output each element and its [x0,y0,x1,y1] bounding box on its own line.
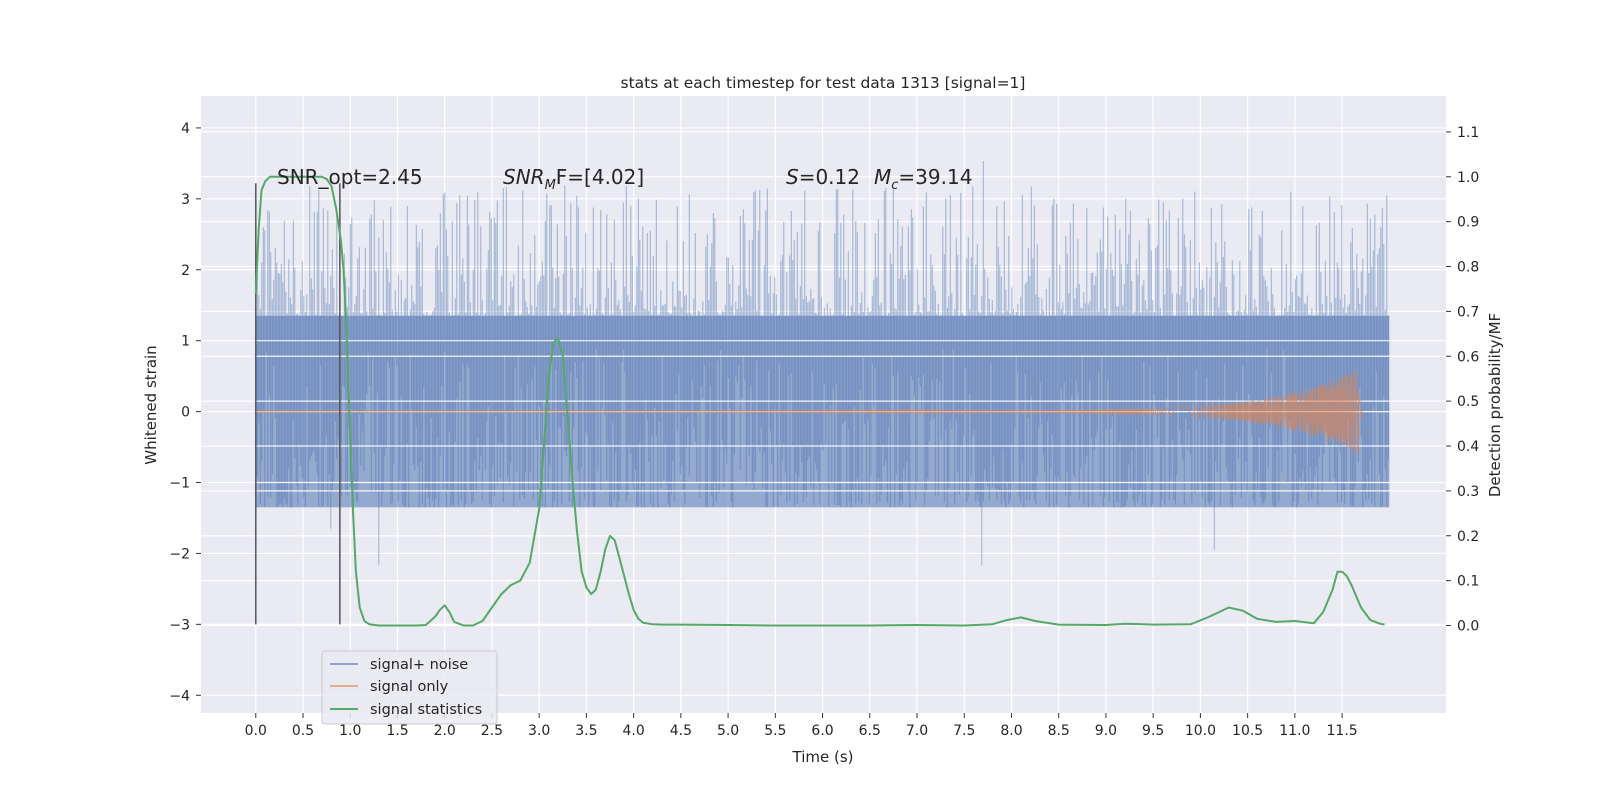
y-left-axis-label: Whitened strain [142,345,160,464]
x-tick-label: 1.0 [339,723,361,739]
y-right-tick-label: 0.0 [1457,618,1479,634]
signal-only-series [255,369,1364,455]
y-left-tick-label: 1 [181,334,190,350]
x-tick-label: 11.0 [1279,723,1310,739]
annotation-snr-mf: SNRMF=[4.02] [503,165,644,193]
x-tick-label: 5.0 [717,723,739,739]
y-right-tick-label: 1.1 [1457,125,1479,141]
x-tick-label: 0.0 [245,723,267,739]
y-right-tick-label: 0.7 [1457,304,1479,320]
x-tick-label: 10.5 [1232,723,1263,739]
y-right-axis-label: Detection probability/MF [1486,313,1504,497]
y-right-tick-label: 0.2 [1457,529,1479,545]
x-tick-label: 4.5 [670,723,692,739]
x-tick-label: 5.5 [764,723,786,739]
y-left-tick-label: 4 [181,121,190,137]
x-axis-ticks: 0.0 0.5 1.0 1.5 2.0 2.5 3.0 3.5 4.0 4.5 5.0 5.5 6.0 6… [245,713,1358,739]
x-tick-label: 6.5 [859,723,881,739]
x-tick-label: 3.0 [528,723,550,739]
x-tick-label: 6.0 [811,723,833,739]
x-tick-label: 2.0 [434,723,456,739]
y-left-tick-label: 2 [181,263,190,279]
x-tick-label: 2.5 [481,723,503,739]
x-tick-label: 4.0 [622,723,644,739]
y-right-tick-label: 0.4 [1457,439,1479,455]
y-left-tick-label: −3 [169,617,190,633]
legend-label-signal-statistics: signal statistics [370,702,482,718]
y-right-tick-label: 0.9 [1457,215,1479,231]
legend-label-signal-plus-noise: signal+ noise [370,657,468,673]
y-left-tick-label: −1 [169,476,190,492]
y-right-axis-ticks: 0.0 0.1 0.2 0.3 0.4 0.5 0.6 0.7 0.8 0.9 1.0 1.1 [1446,125,1479,634]
x-tick-label: 1.5 [386,723,408,739]
x-tick-label: 3.5 [575,723,597,739]
y-right-tick-label: 0.1 [1457,574,1479,590]
legend-box [321,650,498,725]
signal-statistics-line [254,175,1385,627]
x-tick-label: 10.0 [1185,723,1216,739]
window-markers [255,183,341,625]
y-right-tick-label: 0.3 [1457,484,1479,500]
annotation-snr-opt: SNR_opt=2.45 [277,165,423,189]
x-tick-label: 7.0 [906,723,928,739]
signal-statistics-series [254,175,1385,627]
x-tick-label: 9.0 [1095,723,1117,739]
y-left-axis-ticks: −4 −3 −2 −1 0 1 2 3 4 [169,121,201,704]
signal-only-line [255,369,1364,455]
x-tick-label: 0.5 [292,723,314,739]
chart-title: stats at each timestep for test data 131… [621,74,1026,92]
x-tick-label: 8.5 [1048,723,1070,739]
legend: signal+ noise signal only signal statist… [321,650,498,725]
annotation-s-mc: S=0.12 Mc=39.14 [786,165,972,193]
x-axis-label: Time (s) [792,748,854,766]
y-right-tick-label: 0.5 [1457,394,1479,410]
x-tick-label: 8.0 [1000,723,1022,739]
y-right-tick-label: 0.6 [1457,349,1479,365]
y-left-tick-label: 0 [181,405,190,421]
y-left-tick-label: −4 [169,688,190,704]
y-right-tick-label: 1.0 [1457,170,1479,186]
y-left-tick-label: −2 [169,546,190,562]
x-tick-label: 7.5 [953,723,975,739]
x-tick-label: 9.5 [1142,723,1164,739]
y-right-tick-label: 0.8 [1457,260,1479,276]
y-left-tick-label: 3 [181,192,190,208]
x-tick-label: 11.5 [1327,723,1358,739]
legend-label-signal-only: signal only [370,679,449,695]
